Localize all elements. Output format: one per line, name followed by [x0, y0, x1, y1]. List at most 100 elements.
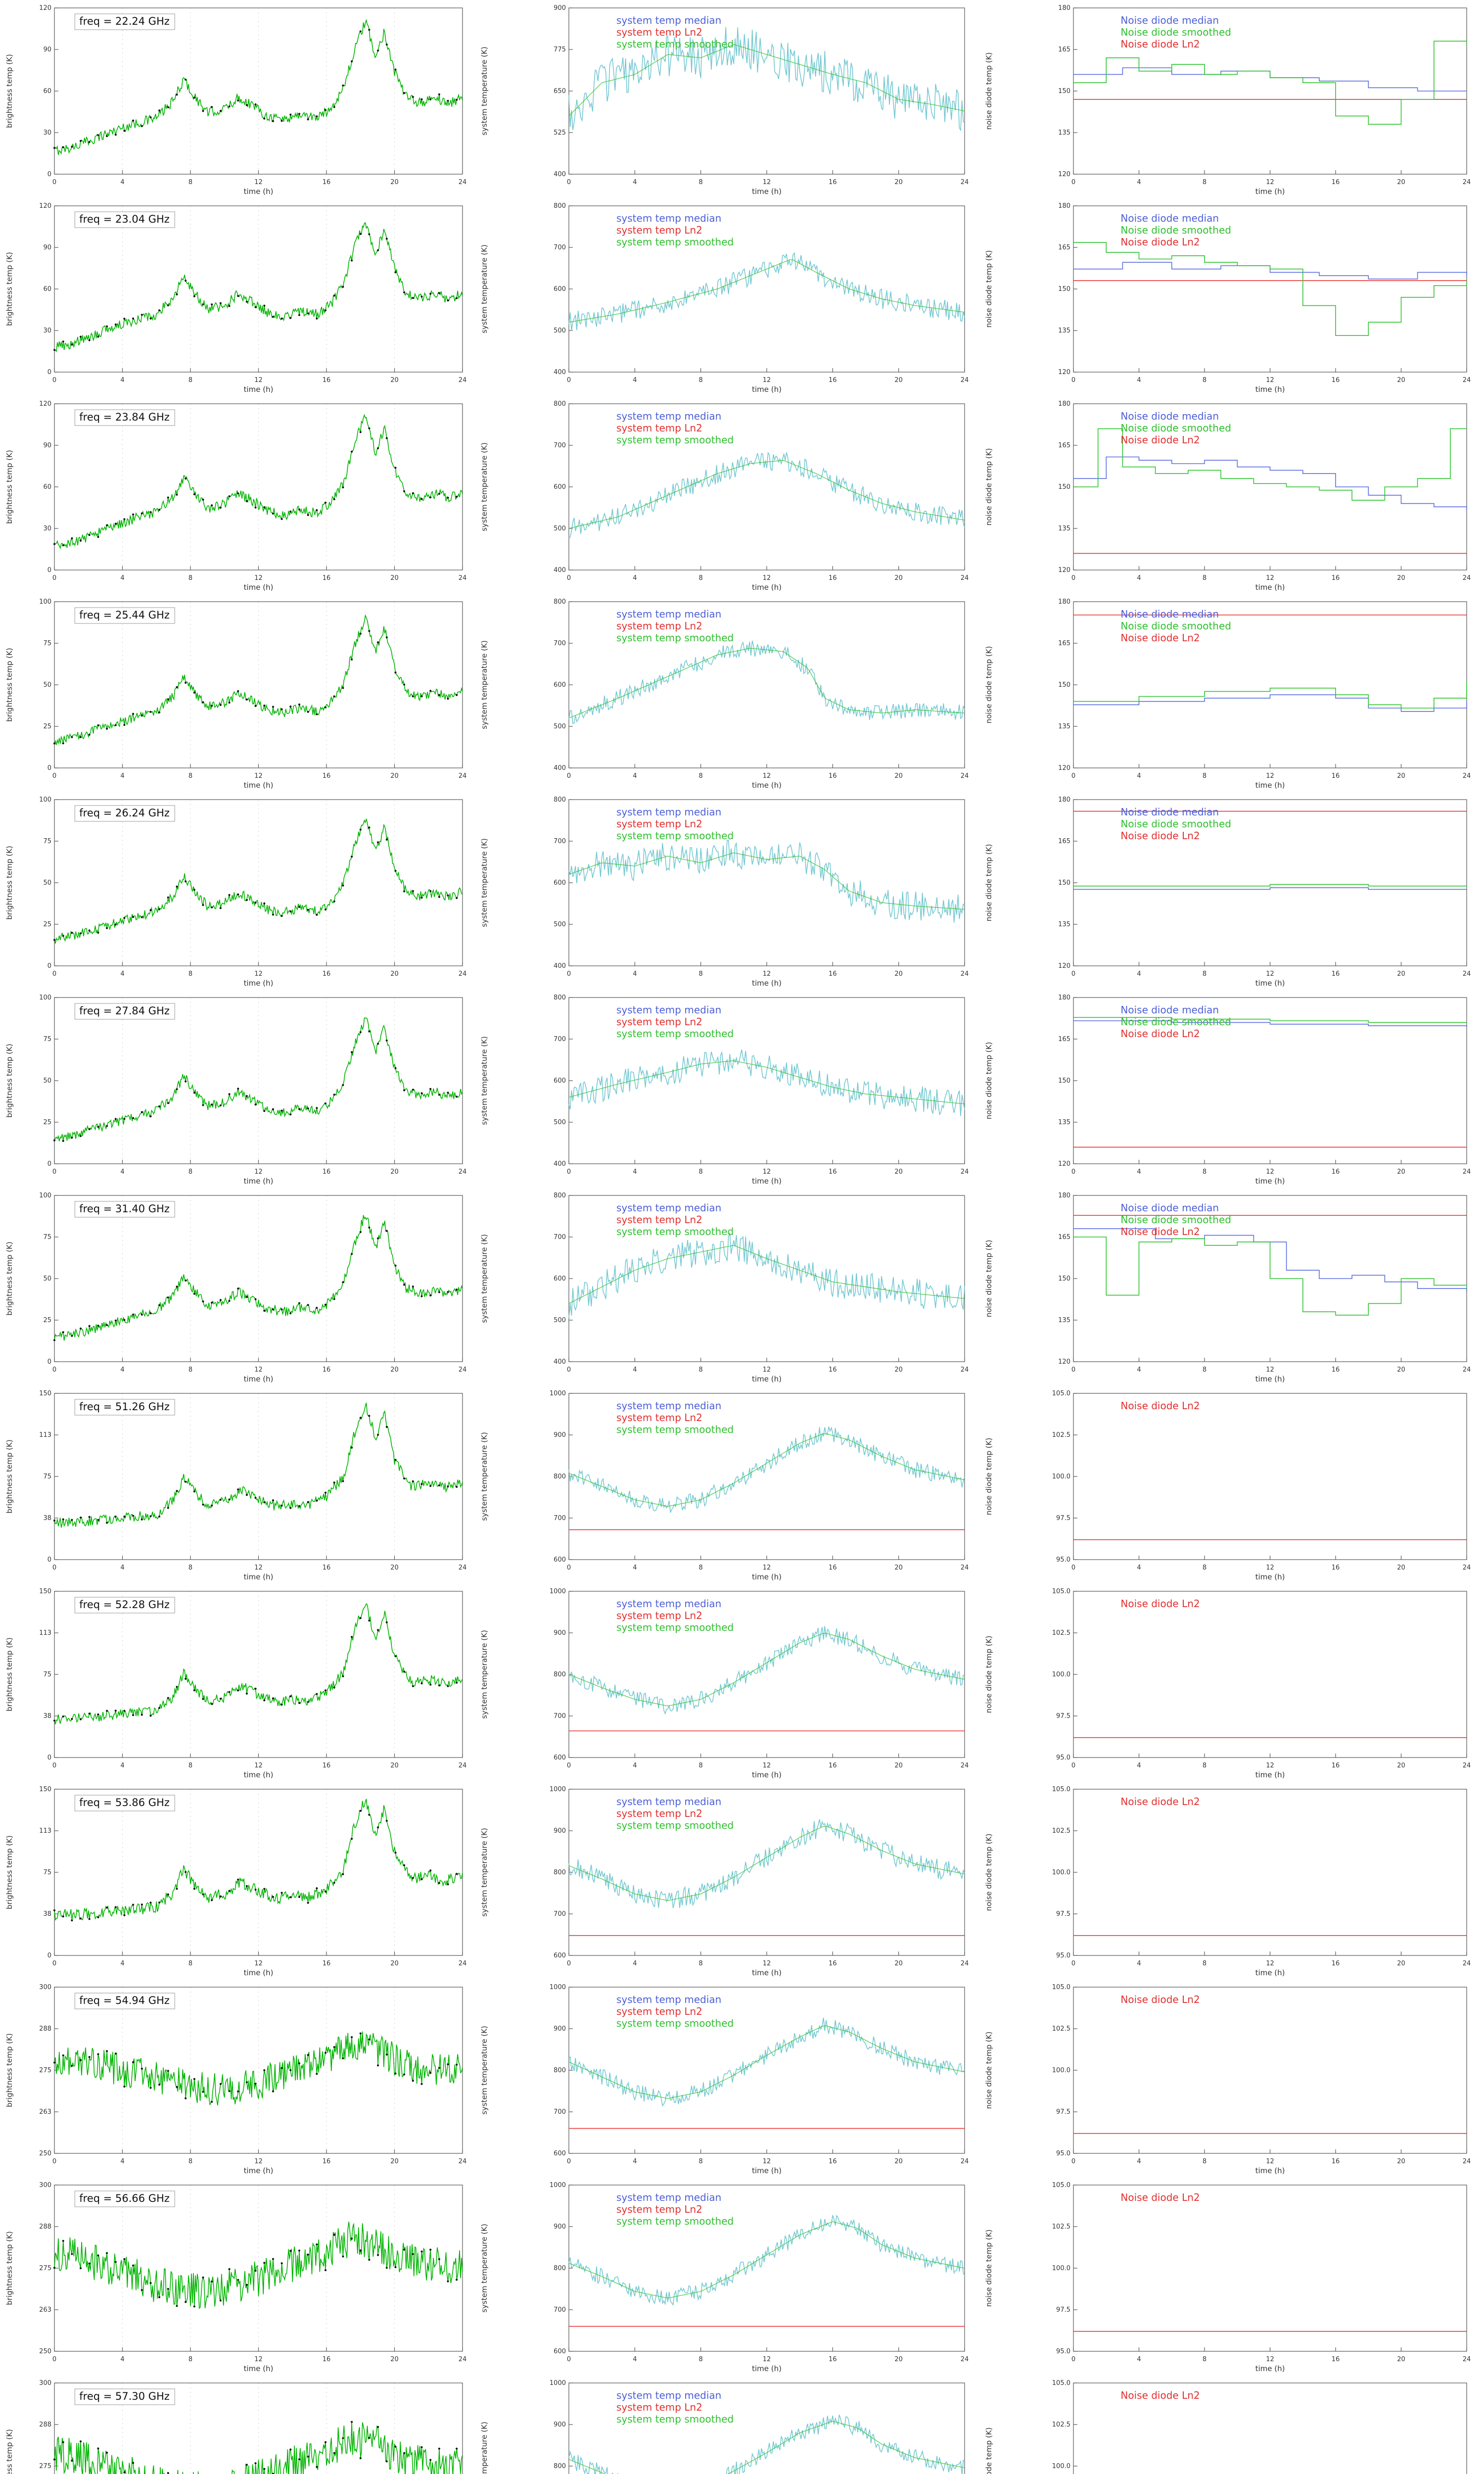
y-tick-label: 0	[47, 1952, 51, 1959]
legend-entry: Noise diode Ln2	[1120, 434, 1200, 446]
x-tick-label: 16	[323, 2158, 331, 2165]
diode-row6-svg: 0 4 8 12 16 20 24 120 135 150 165 180 noise diode te…	[984, 1192, 1471, 1383]
x-tick-label: 4	[1137, 1762, 1141, 1769]
x-tick-label: 12	[1266, 574, 1274, 582]
x-tick-label: 16	[829, 970, 837, 978]
y-axis-label: system temperature (K)	[480, 2026, 489, 2115]
x-tick-label: 4	[120, 1168, 124, 1176]
y-tick-label: 50	[43, 879, 51, 887]
y-tick-label: 100	[39, 994, 51, 1001]
y-tick-label: 400	[554, 567, 566, 574]
legend-entry: system temp median	[616, 1994, 721, 2005]
y-tick-label: 105.0	[1052, 1390, 1070, 1397]
plot-frame	[54, 601, 463, 768]
y-tick-label: 95.0	[1056, 1754, 1070, 1761]
x-tick-label: 8	[1203, 1960, 1206, 1967]
x-tick-label: 20	[894, 1960, 903, 1967]
plot-row-25.44: 0 4 8 12 16 20 24 0 25 50 75 100 brightness temp (K)…	[0, 594, 1484, 792]
x-tick-label: 12	[1266, 2158, 1274, 2165]
y-tick-label: 113	[39, 1827, 51, 1835]
y-tick-label: 75	[43, 1869, 51, 1876]
x-tick-label: 16	[323, 574, 331, 582]
y-tick-label: 165	[1058, 1234, 1070, 1241]
tb-chart: 0 4 8 12 16 20 24 250 263 275 288 300 brightness tem…	[0, 2177, 475, 2375]
tsys-row3-svg: 0 4 8 12 16 20 24 400 500 600 700 800 system tempera…	[480, 598, 969, 790]
y-tick-label: 525	[554, 129, 566, 137]
x-tick-label: 12	[763, 1762, 771, 1769]
tsys-chart: 0 4 8 12 16 20 24 400 500 600 700 800 system tempera…	[475, 198, 979, 396]
x-tick-label: 4	[120, 1366, 124, 1374]
x-tick-label: 16	[323, 1168, 331, 1176]
y-axis-label: system temperature (K)	[480, 1828, 489, 1917]
x-tick-label: 12	[254, 1168, 263, 1176]
y-tick-label: 500	[554, 723, 566, 730]
x-axis-label: time (h)	[752, 1375, 782, 1383]
x-tick-label: 0	[567, 1762, 571, 1769]
tsys-median-line	[568, 1819, 965, 1908]
tb-series-line	[54, 1799, 463, 1921]
y-tick-label: 102.5	[1052, 2223, 1070, 2231]
y-axis-label: noise diode temp (K)	[984, 646, 993, 724]
x-tick-label: 16	[323, 179, 331, 186]
x-tick-label: 0	[567, 179, 571, 186]
y-tick-label: 30	[43, 129, 51, 137]
tb-row4-svg: 0 4 8 12 16 20 24 0 25 50 75 100 brightness temp (K)…	[5, 796, 466, 988]
legend-entry: system temp smoothed	[616, 2413, 734, 2425]
y-tick-label: 165	[1058, 1036, 1070, 1043]
legend-entry: system temp Ln2	[616, 1214, 702, 1226]
x-tick-label: 4	[1137, 1564, 1141, 1571]
tb-data-points	[53, 1226, 458, 1341]
tb-series-line	[54, 614, 463, 745]
y-axis-label: system temperature (K)	[480, 1630, 489, 1719]
x-tick-label: 20	[1397, 772, 1405, 780]
y-tick-label: 38	[43, 1515, 51, 1522]
tsys-row2-svg: 0 4 8 12 16 20 24 400 500 600 700 800 system tempera…	[480, 400, 969, 592]
y-axis-label: system temperature (K)	[480, 244, 489, 333]
tb-data-points	[53, 1617, 458, 1722]
x-tick-label: 8	[188, 179, 192, 186]
x-tick-label: 24	[1463, 377, 1471, 384]
y-tick-label: 150	[1058, 1275, 1070, 1283]
x-tick-label: 8	[699, 1366, 703, 1374]
tsys-median-line	[568, 640, 965, 724]
x-tick-label: 0	[52, 1960, 56, 1967]
tsys-median-line	[568, 1626, 965, 1715]
diode-row2-svg: 0 4 8 12 16 20 24 120 135 150 165 180 noise diode te…	[984, 400, 1471, 592]
x-tick-label: 24	[961, 2158, 969, 2165]
legend-entry: system temp median	[616, 212, 721, 224]
x-tick-label: 0	[52, 377, 56, 384]
x-tick-label: 4	[120, 179, 124, 186]
plot-frame	[54, 1393, 463, 1560]
x-tick-label: 0	[52, 574, 56, 582]
y-tick-label: 500	[554, 327, 566, 334]
x-tick-label: 16	[1332, 2158, 1340, 2165]
y-tick-label: 113	[39, 1431, 51, 1439]
x-tick-label: 24	[961, 574, 969, 582]
y-tick-label: 105.0	[1052, 2182, 1070, 2189]
x-tick-label: 0	[52, 2158, 56, 2165]
legend-entry: Noise diode Ln2	[1120, 1226, 1200, 1237]
diode-chart: 0 4 8 12 16 20 24 95.0 97.5 100.0 102.5 105.0 noise …	[979, 1385, 1484, 1583]
diode-smoothed-line	[1073, 428, 1467, 501]
y-tick-label: 800	[554, 1473, 566, 1480]
diode-smoothed-line	[1073, 1237, 1467, 1316]
x-tick-label: 8	[1203, 1366, 1206, 1374]
x-tick-label: 8	[699, 1960, 703, 1967]
freq-label-box	[74, 1597, 175, 1614]
y-tick-label: 500	[554, 921, 566, 928]
freq-label: freq = 23.04 GHz	[79, 213, 170, 225]
x-axis-label: time (h)	[244, 1572, 274, 1581]
diode-chart: 0 4 8 12 16 20 24 120 135 150 165 180 noise diode te…	[979, 594, 1484, 792]
x-tick-label: 16	[829, 1960, 837, 1967]
legend-entry: system temp smoothed	[616, 1028, 734, 1040]
tb-chart: 0 4 8 12 16 20 24 0 30 60 90 120 brightness temp (K)…	[0, 396, 475, 594]
x-axis-label: time (h)	[1255, 781, 1285, 790]
legend-entry: Noise diode Ln2	[1120, 236, 1200, 248]
diode-smoothed-line	[1073, 884, 1467, 887]
y-tick-label: 95.0	[1056, 2348, 1070, 2355]
tsys-smoothed-line	[568, 852, 965, 910]
x-tick-label: 8	[188, 970, 192, 978]
x-tick-label: 0	[52, 1762, 56, 1769]
y-tick-label: 60	[43, 483, 51, 491]
legend-entry: Noise diode smoothed	[1120, 422, 1231, 434]
